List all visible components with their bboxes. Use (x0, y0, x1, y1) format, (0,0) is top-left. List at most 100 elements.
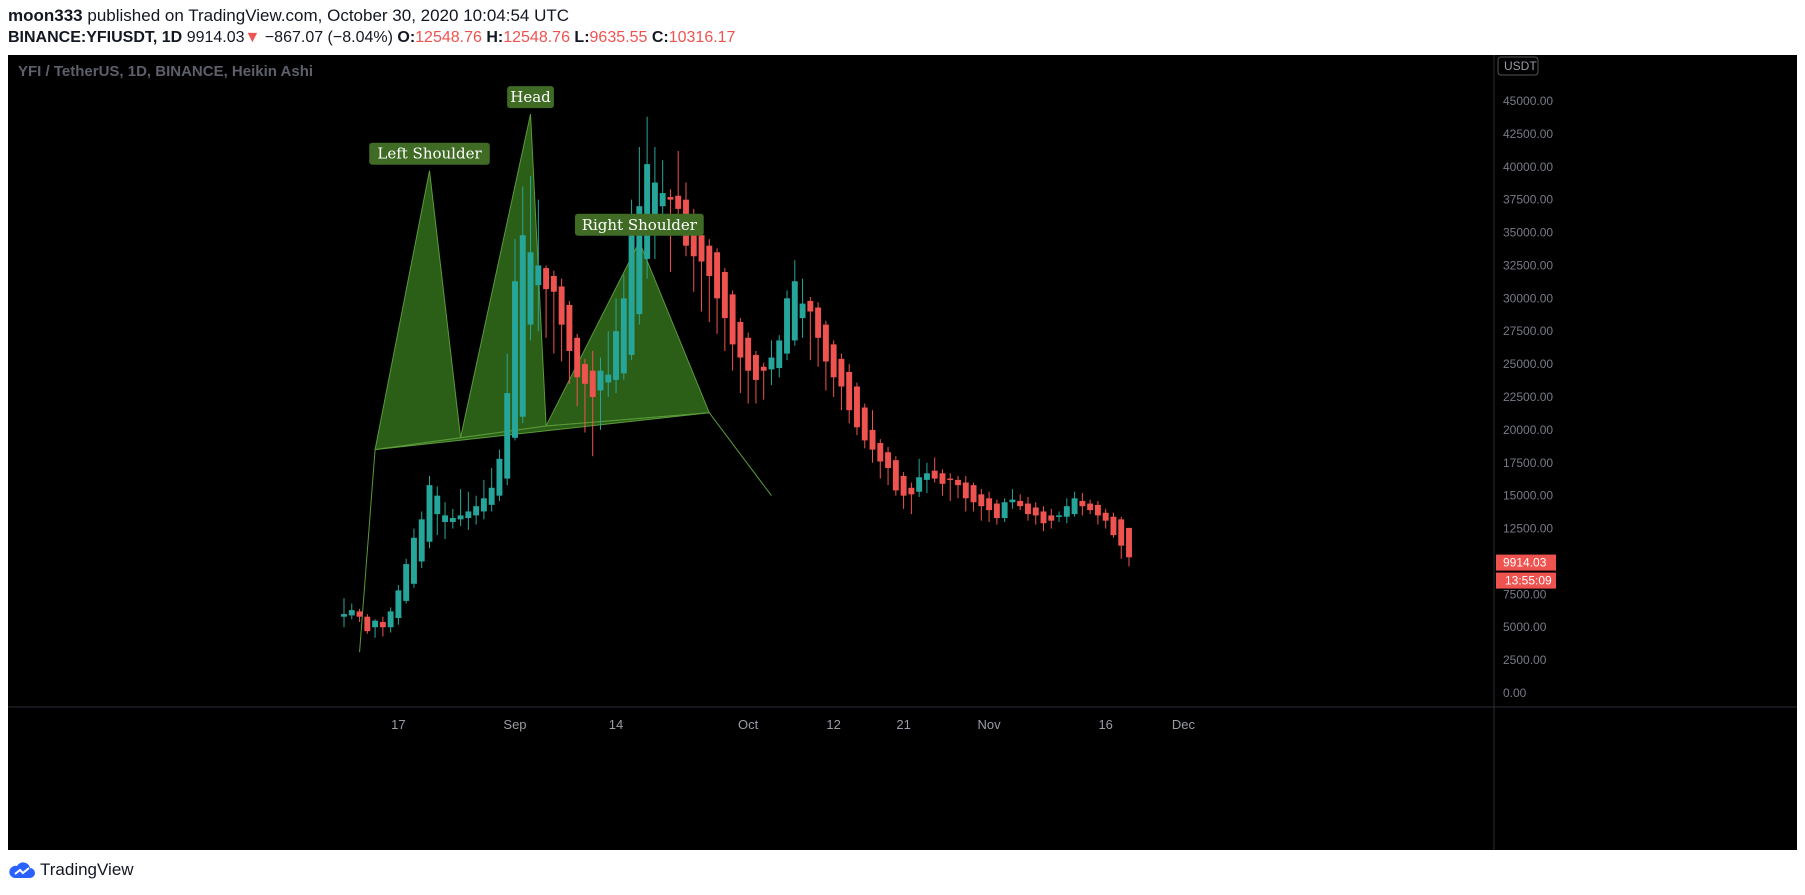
candle-body (1079, 500, 1086, 507)
price-tick-label: 27500.00 (1503, 324, 1553, 338)
candle (776, 335, 783, 378)
price-chart[interactable]: Left Shoulder Head Right Shoulder 0.00 2500… (8, 55, 1797, 850)
pattern-label-box (369, 142, 490, 165)
candle-body (776, 340, 783, 369)
candle (916, 458, 923, 497)
price-tick-label: 25000.00 (1503, 357, 1553, 371)
candle (581, 358, 588, 433)
candle-body (613, 331, 619, 380)
brand-name: TradingView (40, 860, 134, 879)
candle (651, 147, 658, 259)
candle-body (838, 358, 845, 387)
candle (605, 331, 612, 397)
candle-body (434, 495, 441, 515)
candle (558, 278, 565, 362)
candle (877, 439, 884, 479)
candle (830, 340, 837, 397)
candle (473, 495, 480, 525)
candle (496, 449, 503, 501)
candle (978, 489, 985, 521)
last-price: 9914.03 (186, 29, 245, 46)
candle (1017, 494, 1024, 511)
candle-body (1102, 512, 1109, 521)
price-tick-label: 37500.00 (1503, 193, 1553, 207)
candle-body (480, 498, 487, 512)
price-tick-label: 42500.00 (1503, 127, 1553, 141)
candle-body (1017, 500, 1024, 507)
last-price-tag-text: 9914.03 (1503, 556, 1547, 570)
candle-body (527, 252, 534, 325)
price-tick-label: 5000.00 (1503, 620, 1547, 634)
candle (410, 528, 417, 588)
candle-body (955, 479, 961, 486)
ohlc-bar: BINANCE:YFIUSDT, 1D 9914.03▼ −867.07 (−8… (8, 29, 735, 47)
price-axis[interactable]: 0.002500.005000.007500.0010000.0012500.0… (1493, 55, 1556, 850)
price-tick-label: 40000.00 (1503, 160, 1553, 174)
price-tick-label: 22500.00 (1503, 390, 1553, 404)
candle-body (1001, 502, 1008, 519)
candle (620, 274, 627, 380)
author-name[interactable]: moon333 (8, 6, 83, 25)
candle-body (970, 485, 977, 503)
candle (869, 410, 876, 463)
candle-body (372, 620, 379, 628)
currency-badge (1497, 56, 1539, 76)
candle (512, 239, 518, 441)
candle (931, 457, 938, 483)
candle (519, 186, 526, 424)
high-label: H: (486, 29, 504, 46)
candle (714, 248, 721, 334)
candle (752, 350, 759, 404)
candle (550, 270, 557, 354)
open-value: 12548.76 (415, 29, 482, 46)
candle-body (1009, 499, 1016, 503)
candle (737, 318, 744, 394)
price-tick-label: 32500.00 (1503, 258, 1553, 272)
candle (721, 268, 728, 351)
candle-body (1118, 519, 1125, 546)
candle (970, 482, 977, 512)
time-tick-label: 17 (391, 717, 405, 732)
pattern-label-text: Head (510, 88, 551, 106)
candle-body (799, 303, 806, 319)
candles (341, 116, 1132, 638)
candle-body (768, 357, 775, 370)
candle-body (675, 195, 682, 209)
candle (449, 508, 456, 529)
candle (807, 297, 814, 361)
candle-body (939, 473, 946, 484)
candle (527, 175, 534, 341)
candle-body (877, 443, 884, 462)
candle (1056, 511, 1063, 522)
candle-body (566, 304, 573, 351)
candle-body (830, 344, 837, 378)
time-axis[interactable]: 17 Sep 14 Oct 12 21 Nov 16 Dec (8, 706, 1797, 732)
candle-body (737, 322, 744, 358)
candle-body (986, 498, 993, 511)
candle (799, 278, 806, 338)
candle-body (659, 193, 666, 207)
candle (1025, 496, 1031, 521)
candle (1048, 508, 1055, 529)
candle (613, 298, 619, 394)
candle (986, 491, 993, 522)
candle (379, 616, 386, 637)
candle-body (846, 372, 853, 411)
candle (838, 353, 845, 411)
candle-body (442, 515, 448, 522)
candle (745, 332, 752, 404)
price-tick-label: 7500.00 (1503, 587, 1547, 601)
candle-body (729, 294, 736, 345)
candle-body (449, 518, 456, 522)
neckline-area (375, 412, 710, 451)
candle-body (356, 611, 363, 617)
tradingview-logo[interactable]: TradingView (8, 860, 134, 880)
candle (1118, 516, 1125, 559)
candle (923, 462, 930, 494)
candle (760, 362, 767, 400)
candle-body (1032, 507, 1039, 516)
candle (1063, 498, 1070, 524)
candle-body (636, 206, 643, 315)
candle-body (807, 300, 814, 312)
low-label: L: (574, 29, 590, 46)
